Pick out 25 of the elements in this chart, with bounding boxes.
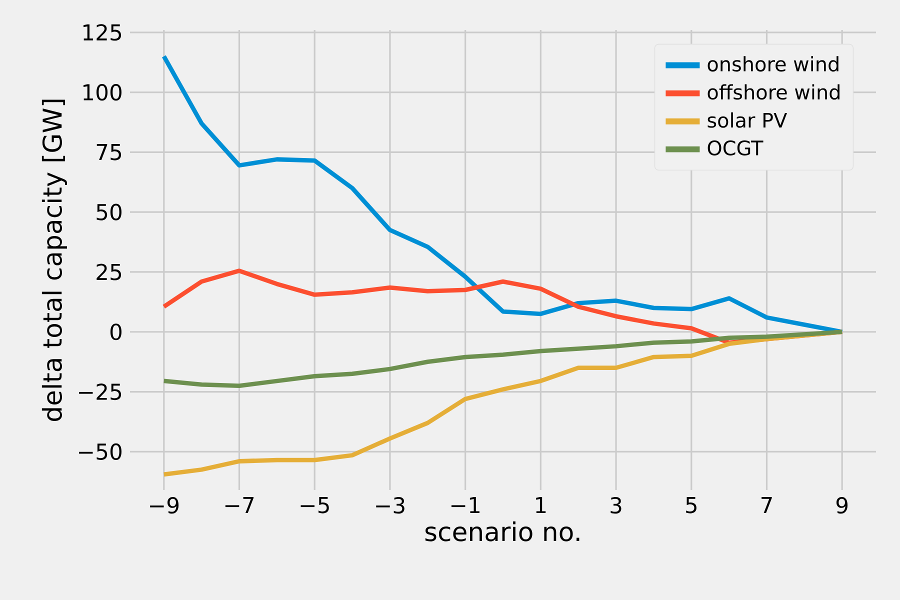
x-tick-label: −9: [150, 497, 179, 514]
y-tick-label: 125: [84, 24, 122, 41]
y-tick-label: −50: [79, 443, 122, 460]
y-tick-label: −25: [79, 384, 122, 400]
x-tick-label: 5: [686, 497, 696, 514]
x-axis-title: scenario no.: [425, 521, 580, 542]
x-tick-label: 1: [536, 497, 546, 514]
y-tick-label: 0: [110, 324, 122, 340]
line-series: [162, 330, 844, 388]
x-tick-label: 7: [762, 497, 772, 514]
legend-label: offshore wind: [708, 84, 840, 100]
y-tick-label: 50: [96, 204, 122, 220]
x-tick-label: −1: [451, 497, 480, 514]
y-tick-label: 25: [96, 264, 122, 280]
y-tick-label: 100: [84, 84, 122, 101]
x-tick-label: −5: [300, 497, 329, 514]
y-tick-label: 75: [96, 144, 122, 160]
x-tick-label: 9: [836, 497, 848, 514]
x-tick-label: −7: [225, 497, 254, 514]
legend-label: OCGT: [708, 140, 764, 156]
y-axis-title: delta total capacity [GW]: [42, 100, 67, 421]
x-tick-label: −3: [376, 497, 404, 514]
x-tick-label: 3: [610, 497, 622, 514]
legend-label: solar PV: [708, 112, 788, 128]
legend-label: onshore wind: [708, 56, 838, 72]
